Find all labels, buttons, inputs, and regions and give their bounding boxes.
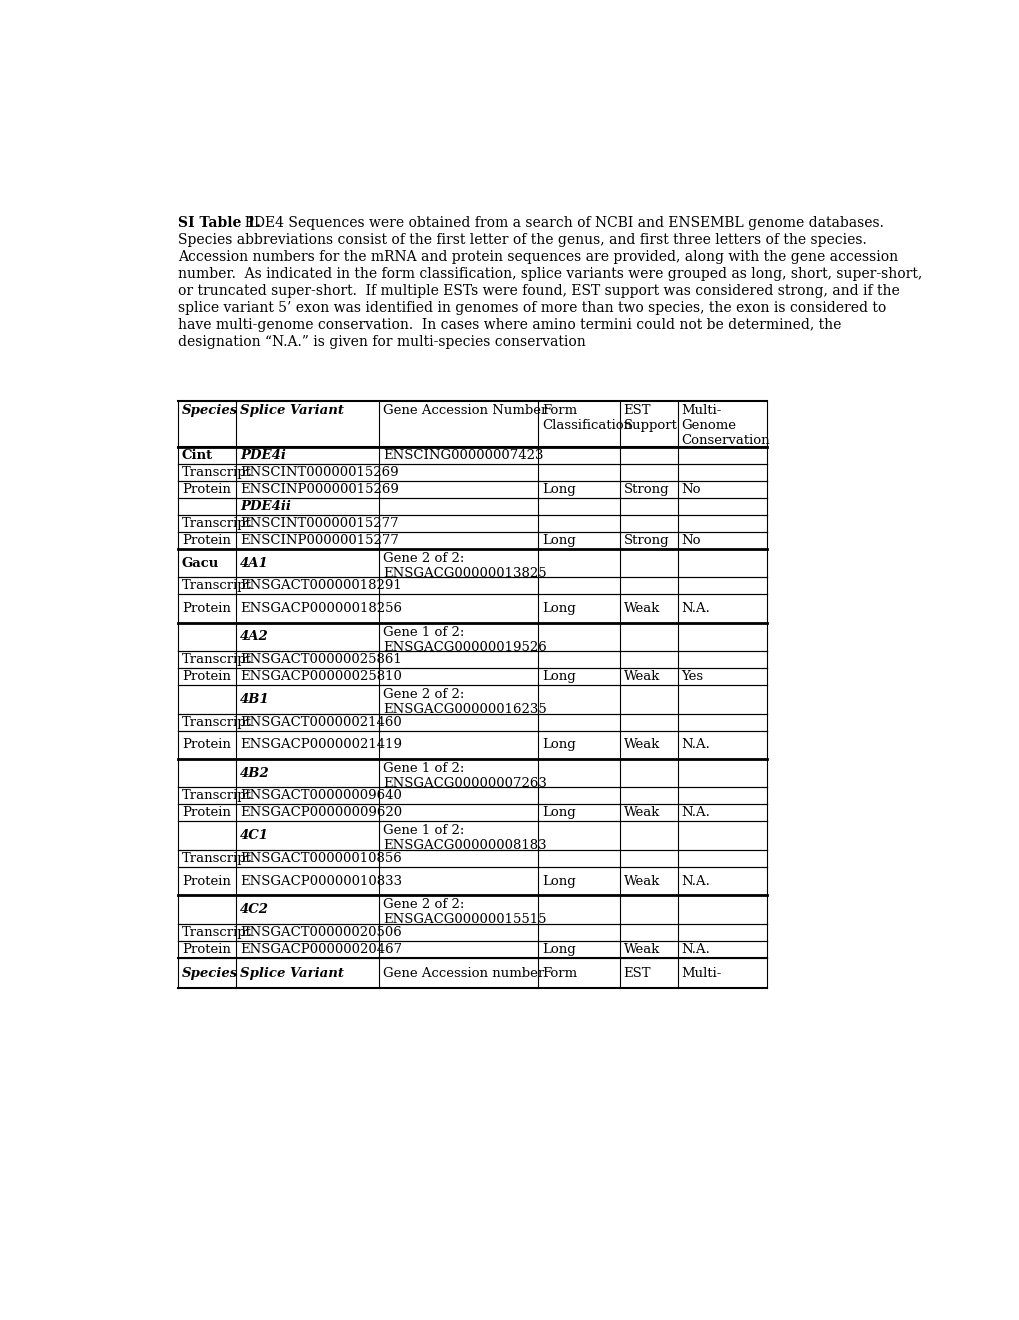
Text: ENSGACT00000009640: ENSGACT00000009640	[239, 789, 401, 803]
Text: Gene 1 of 2:
ENSGACG00000008183: Gene 1 of 2: ENSGACG00000008183	[383, 825, 546, 853]
Text: Long: Long	[541, 533, 576, 546]
Text: EST: EST	[623, 966, 650, 979]
Text: Protein: Protein	[181, 738, 230, 751]
Text: Protein: Protein	[181, 483, 230, 496]
Text: Cint: Cint	[181, 449, 213, 462]
Text: ENSGACT00000025861: ENSGACT00000025861	[239, 653, 401, 667]
Text: Form
Classification: Form Classification	[541, 404, 632, 432]
Text: Long: Long	[541, 807, 576, 820]
Text: Splice Variant: Splice Variant	[239, 404, 343, 417]
Text: Gene 1 of 2:
ENSGACG00000007263: Gene 1 of 2: ENSGACG00000007263	[383, 762, 546, 791]
Text: Weak: Weak	[623, 875, 659, 887]
Text: Species: Species	[181, 966, 237, 979]
Text: Multi-: Multi-	[681, 966, 721, 979]
Text: splice variant 5’ exon was identified in genomes of more than two species, the e: splice variant 5’ exon was identified in…	[177, 301, 886, 315]
Text: ENSGACP00000020467: ENSGACP00000020467	[239, 942, 401, 956]
Text: 4C2: 4C2	[239, 903, 269, 916]
Text: designation “N.A.” is given for multi-species conservation: designation “N.A.” is given for multi-sp…	[177, 335, 585, 348]
Text: Transcript: Transcript	[181, 579, 252, 593]
Text: Gene Accession number: Gene Accession number	[383, 966, 544, 979]
Text: Strong: Strong	[623, 533, 668, 546]
Text: Gene Accession Number: Gene Accession Number	[383, 404, 547, 417]
Text: Gene 2 of 2:
ENSGACG00000013825: Gene 2 of 2: ENSGACG00000013825	[383, 552, 546, 579]
Text: Long: Long	[541, 738, 576, 751]
Text: No: No	[681, 483, 700, 496]
Text: ENSCING00000007423: ENSCING00000007423	[383, 449, 543, 462]
Text: Transcript: Transcript	[181, 517, 252, 529]
Text: 4B2: 4B2	[239, 767, 269, 780]
Text: Protein: Protein	[181, 671, 230, 684]
Text: PDE4i: PDE4i	[239, 449, 285, 462]
Text: ENSGACT00000018291: ENSGACT00000018291	[239, 579, 401, 593]
Text: ENSGACP00000009620: ENSGACP00000009620	[239, 807, 401, 820]
Text: Accession numbers for the mRNA and protein sequences are provided, along with th: Accession numbers for the mRNA and prote…	[177, 249, 897, 264]
Text: Transcript: Transcript	[181, 851, 252, 865]
Text: No: No	[681, 533, 700, 546]
Text: Multi-
Genome
Conservation: Multi- Genome Conservation	[681, 404, 769, 447]
Text: Gene 1 of 2:
ENSGACG00000019526: Gene 1 of 2: ENSGACG00000019526	[383, 626, 546, 653]
Text: Splice Variant: Splice Variant	[239, 966, 343, 979]
Text: 4B1: 4B1	[239, 693, 269, 706]
Text: 4A2: 4A2	[239, 631, 268, 643]
Text: Protein: Protein	[181, 942, 230, 956]
Text: PDE4ii: PDE4ii	[239, 500, 290, 513]
Text: Long: Long	[541, 942, 576, 956]
Text: ENSCINT00000015277: ENSCINT00000015277	[239, 517, 398, 529]
Text: Protein: Protein	[181, 602, 230, 615]
Text: ENSGACT00000020506: ENSGACT00000020506	[239, 925, 401, 939]
Text: Gene 2 of 2:
ENSGACG00000016235: Gene 2 of 2: ENSGACG00000016235	[383, 688, 546, 717]
Text: Transcript: Transcript	[181, 789, 252, 803]
Text: Yes: Yes	[681, 671, 703, 684]
Text: or truncated super-short.  If multiple ESTs were found, EST support was consider: or truncated super-short. If multiple ES…	[177, 284, 899, 298]
Text: number.  As indicated in the form classification, splice variants were grouped a: number. As indicated in the form classif…	[177, 267, 921, 281]
Text: Weak: Weak	[623, 807, 659, 820]
Text: Transcript: Transcript	[181, 925, 252, 939]
Text: Long: Long	[541, 875, 576, 887]
Text: ENSCINP00000015277: ENSCINP00000015277	[239, 533, 398, 546]
Text: Protein: Protein	[181, 807, 230, 820]
Text: Weak: Weak	[623, 671, 659, 684]
Text: N.A.: N.A.	[681, 942, 710, 956]
Text: 4C1: 4C1	[239, 829, 269, 842]
Text: N.A.: N.A.	[681, 807, 710, 820]
Text: N.A.: N.A.	[681, 738, 710, 751]
Text: 4A1: 4A1	[239, 557, 268, 569]
Text: Transcript: Transcript	[181, 715, 252, 729]
Text: ENSGACP00000021419: ENSGACP00000021419	[239, 738, 401, 751]
Text: Weak: Weak	[623, 602, 659, 615]
Text: Long: Long	[541, 671, 576, 684]
Text: Gacu: Gacu	[181, 557, 219, 569]
Text: N.A.: N.A.	[681, 875, 710, 887]
Text: Species: Species	[181, 404, 237, 417]
Text: ENSGACP00000018256: ENSGACP00000018256	[239, 602, 401, 615]
Text: ENSGACT00000010856: ENSGACT00000010856	[239, 851, 401, 865]
Text: Strong: Strong	[623, 483, 668, 496]
Text: SI Table 1.: SI Table 1.	[177, 216, 261, 230]
Text: ENSCINP00000015269: ENSCINP00000015269	[239, 483, 398, 496]
Text: Weak: Weak	[623, 738, 659, 751]
Text: N.A.: N.A.	[681, 602, 710, 615]
Text: Transcript: Transcript	[181, 466, 252, 479]
Text: Transcript: Transcript	[181, 653, 252, 667]
Text: ENSGACT00000021460: ENSGACT00000021460	[239, 715, 401, 729]
Text: Form: Form	[541, 966, 577, 979]
Text: ENSCINT00000015269: ENSCINT00000015269	[239, 466, 398, 479]
Text: Protein: Protein	[181, 875, 230, 887]
Text: Gene 2 of 2:
ENSGACG00000015515: Gene 2 of 2: ENSGACG00000015515	[383, 899, 546, 927]
Text: Weak: Weak	[623, 942, 659, 956]
Text: Long: Long	[541, 483, 576, 496]
Text: have multi-genome conservation.  In cases where amino termini could not be deter: have multi-genome conservation. In cases…	[177, 318, 841, 331]
Text: ENSGACP00000010833: ENSGACP00000010833	[239, 875, 401, 887]
Text: Species abbreviations consist of the first letter of the genus, and first three : Species abbreviations consist of the fir…	[177, 234, 866, 247]
Text: Protein: Protein	[181, 533, 230, 546]
Text: PDE4 Sequences were obtained from a search of NCBI and ENSEMBL genome databases.: PDE4 Sequences were obtained from a sear…	[235, 216, 883, 230]
Text: ENSGACP00000025810: ENSGACP00000025810	[239, 671, 401, 684]
Text: EST
Support: EST Support	[623, 404, 677, 432]
Text: Long: Long	[541, 602, 576, 615]
